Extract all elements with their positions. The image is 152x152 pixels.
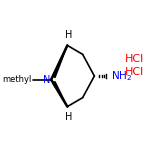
Text: HCl: HCl — [125, 67, 144, 77]
Text: HCl: HCl — [125, 54, 144, 64]
Text: N: N — [43, 75, 50, 85]
Text: H: H — [65, 30, 72, 40]
Text: H: H — [65, 112, 72, 122]
Text: methyl: methyl — [2, 75, 31, 84]
Polygon shape — [53, 45, 67, 77]
Polygon shape — [53, 82, 67, 107]
Text: NH$_2$: NH$_2$ — [111, 69, 132, 83]
